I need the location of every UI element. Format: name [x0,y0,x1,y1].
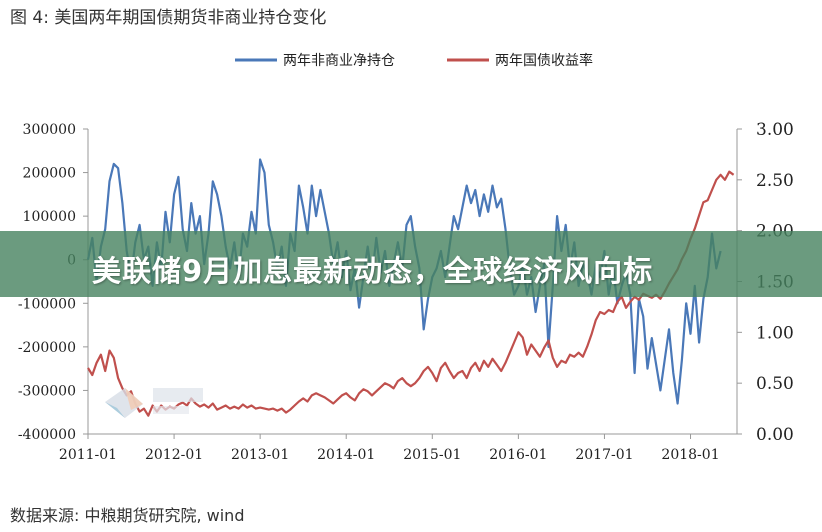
x-tick-label: 2011-01 [59,447,117,463]
x-tick-label: 2012-01 [145,447,203,463]
left-tick-label: -400000 [18,427,76,443]
left-tick-label: 100000 [23,209,76,225]
x-tick-label: 2014-01 [317,447,375,463]
legend-label: 两年国债收益率 [495,52,593,69]
headline-text: 美联储9月加息最新动态，全球经济风向标 [92,254,654,288]
x-tick-label: 2016-01 [489,447,547,463]
x-tick-label: 2017-01 [575,447,633,463]
x-tick-label: 2013-01 [231,447,289,463]
right-tick-label: 0.50 [756,374,794,394]
left-tick-label: -300000 [18,383,76,399]
figure-title: 图 4: 美国两年期国债期货非商业持仓变化 [10,8,327,28]
chart-legend: 两年非商业净持仓 两年国债收益率 [235,52,593,69]
left-tick-label: 300000 [23,122,76,138]
x-tick-label: 2018-01 [661,447,719,463]
right-tick-label: 1.00 [756,323,794,343]
right-tick-label: 0.00 [756,425,794,445]
x-tick-label: 2015-01 [403,447,461,463]
right-tick-label: 3.00 [756,120,794,140]
headline-banner [0,231,822,297]
left-tick-label: 200000 [23,166,76,182]
watermark-logo [105,388,203,418]
right-tick-label: 2.50 [756,171,794,191]
series-line-yield [87,170,735,417]
left-tick-label: -200000 [18,340,76,356]
left-tick-label: -100000 [18,296,76,312]
data-source: 数据来源: 中粮期货研究院, wind [10,506,245,525]
legend-label: 两年非商业净持仓 [283,53,395,69]
